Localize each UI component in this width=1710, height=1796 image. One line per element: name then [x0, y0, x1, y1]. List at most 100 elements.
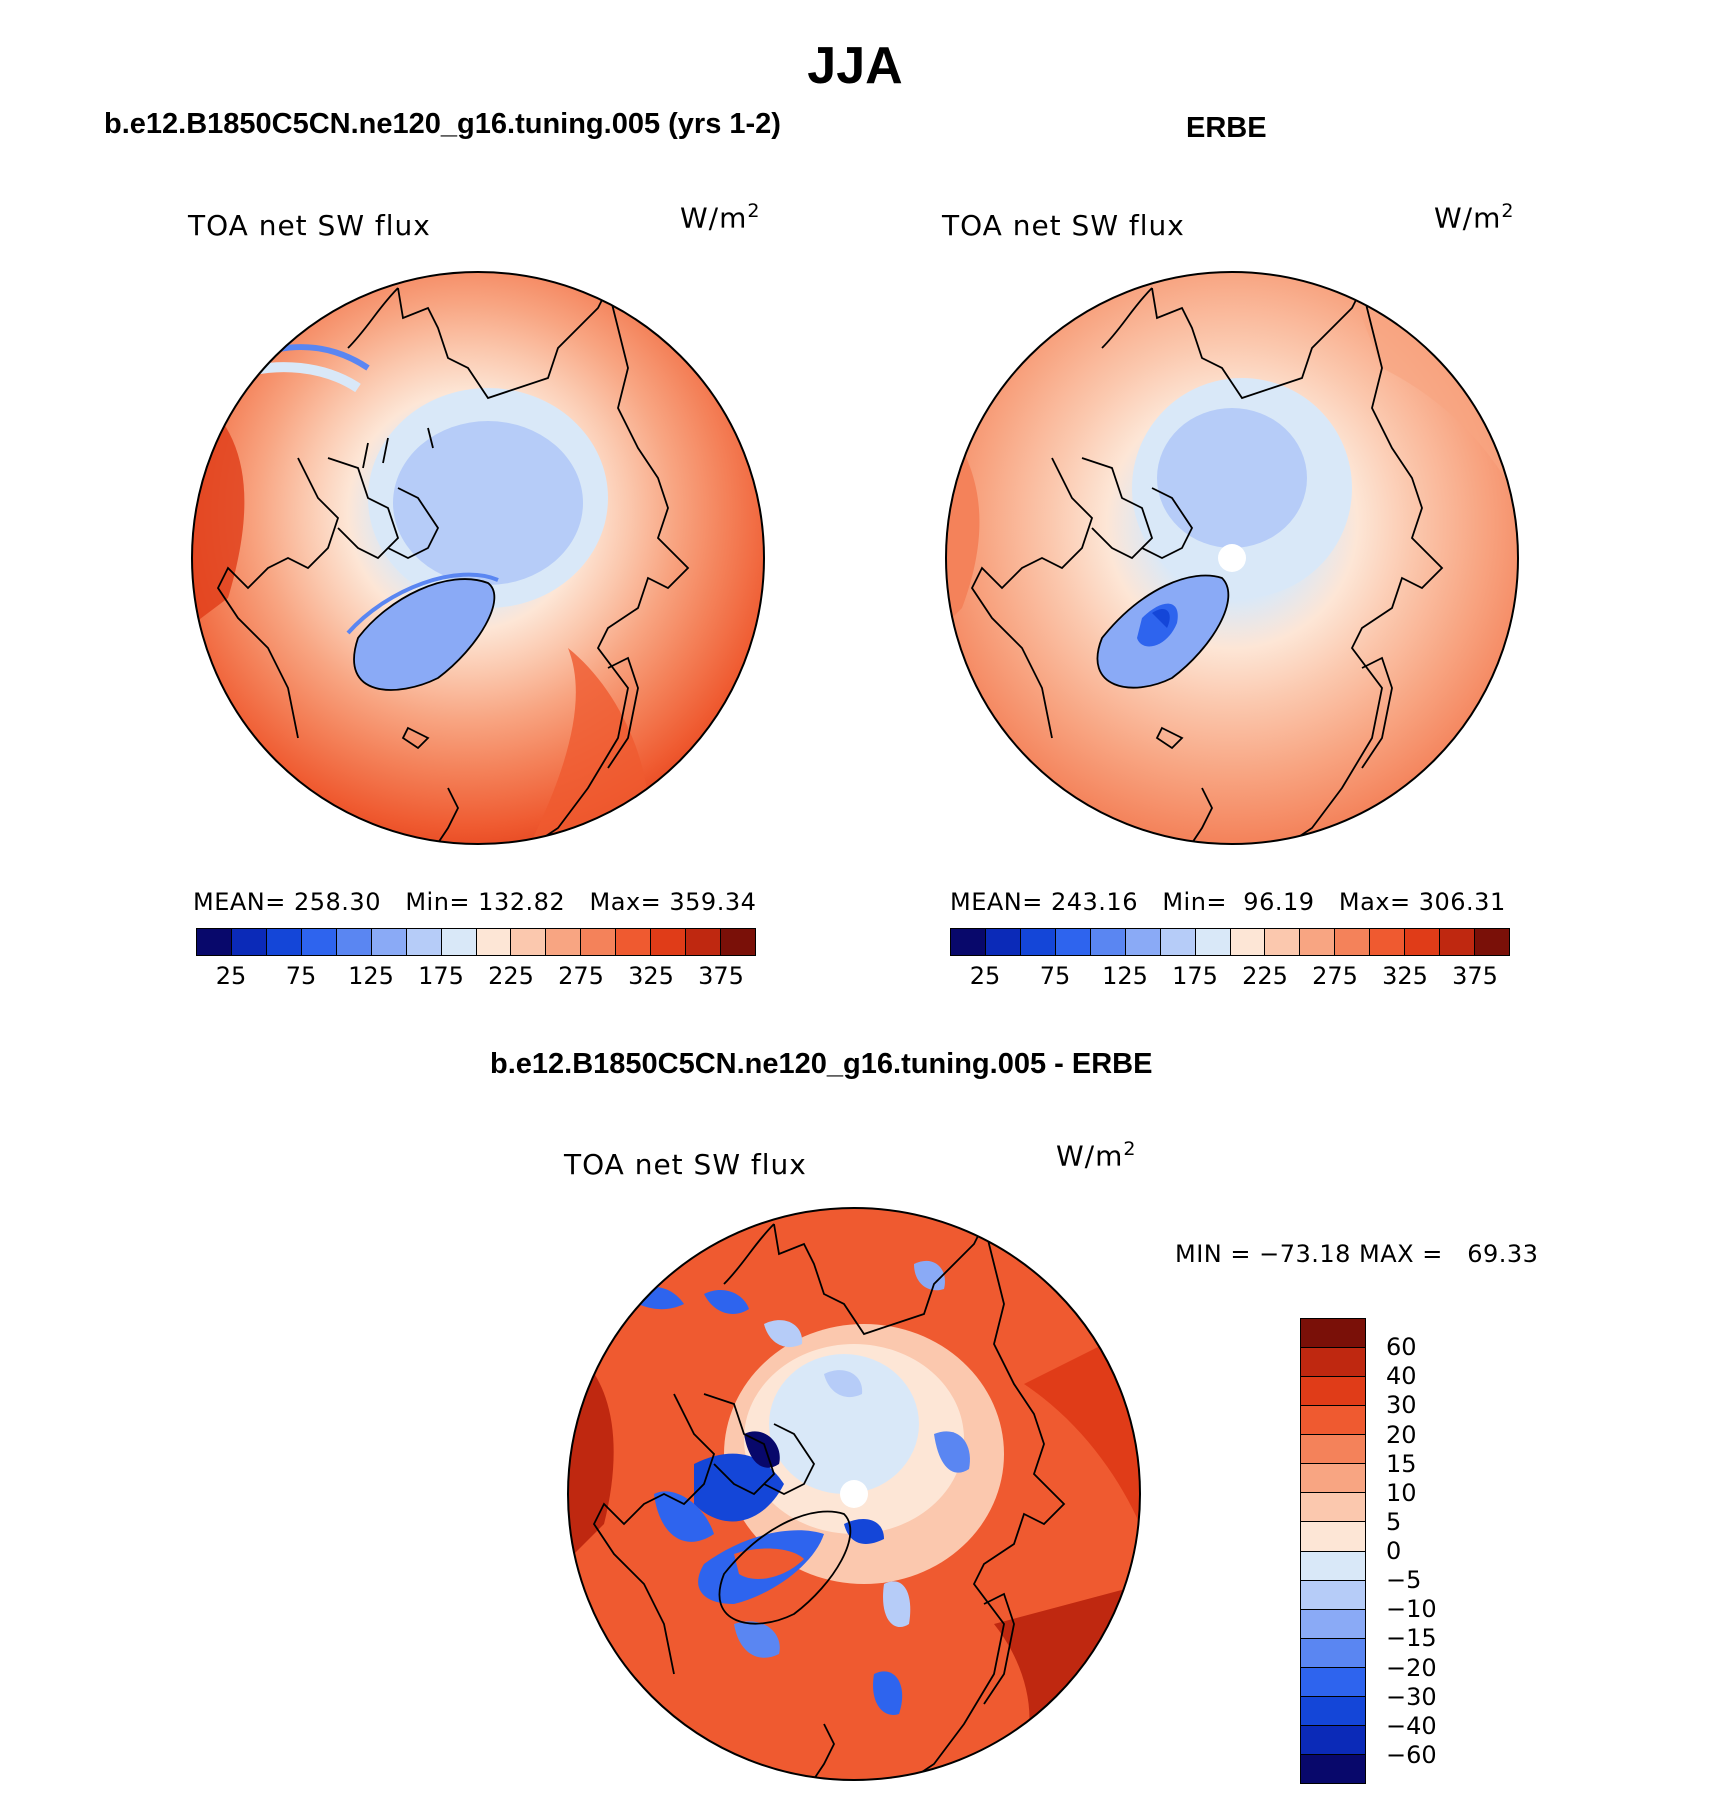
diff-units-label: W/m2	[1056, 1138, 1137, 1173]
diff-colorbar-tick-label: 0	[1386, 1537, 1402, 1565]
diff-colorbar-swatch-9	[1301, 1580, 1365, 1610]
obs-colorbar-swatch-4	[1090, 929, 1126, 955]
diff-colorbar-swatch-11	[1301, 1638, 1365, 1668]
diff-colorbar-tick-label: −60	[1386, 1740, 1437, 1769]
model-colorbar-swatch-5	[371, 929, 407, 955]
model-colorbar-tick-label: 325	[628, 962, 674, 990]
diff-colorbar-swatch-5	[1301, 1464, 1365, 1494]
obs-colorbar-swatch-11	[1335, 929, 1371, 955]
model-colorbar-tick-label: 75	[285, 962, 317, 990]
model-stats: MEAN= 258.30 Min= 132.82 Max= 359.34	[193, 888, 757, 916]
model-colorbar-swatch-7	[441, 929, 477, 955]
diff-colorbar-tick-label: 40	[1386, 1362, 1417, 1391]
diff-variable-label: TOA net SW flux	[564, 1148, 807, 1181]
diff-colorbar-swatch-0	[1301, 1319, 1365, 1349]
diff-colorbar-tick-label: −40	[1386, 1711, 1437, 1740]
obs-units-label: W/m2	[1434, 200, 1515, 235]
obs-variable-label: TOA net SW flux	[942, 209, 1185, 242]
diff-colorbar-swatch-12	[1301, 1667, 1365, 1697]
model-colorbar-swatch-4	[336, 929, 372, 955]
obs-colorbar-swatch-2	[1020, 929, 1056, 955]
model-colorbar-swatch-12	[616, 929, 652, 955]
obs-colorbar-swatch-5	[1125, 929, 1161, 955]
model-colorbar-swatch-11	[581, 929, 617, 955]
model-colorbar-swatch-6	[406, 929, 442, 955]
diff-colorbar-tick-label: 20	[1386, 1420, 1417, 1449]
obs-colorbar-swatch-13	[1405, 929, 1441, 955]
model-colorbar-swatch-14	[686, 929, 722, 955]
diff-colorbar-swatch-7	[1301, 1522, 1365, 1552]
diff-colorbar-tick-label: 10	[1386, 1478, 1417, 1507]
obs-stats: MEAN= 243.16 Min= 96.19 Max= 306.31	[950, 888, 1506, 916]
obs-colorbar-tick-label: 25	[969, 962, 1001, 990]
diff-colorbar-tick-label: −10	[1386, 1595, 1437, 1624]
model-polar-map	[191, 271, 765, 845]
diff-colorbar-swatch-8	[1301, 1551, 1365, 1581]
model-colorbar-tick-label: 225	[488, 962, 534, 990]
model-colorbar-swatch-3	[301, 929, 337, 955]
obs-colorbar-swatch-6	[1160, 929, 1196, 955]
diff-colorbar-swatch-13	[1301, 1696, 1365, 1726]
diff-colorbar-tick-label: 5	[1386, 1507, 1402, 1536]
obs-colorbar-tick-label: 225	[1242, 962, 1288, 990]
obs-colorbar-swatch-7	[1195, 929, 1231, 955]
model-colorbar-swatches	[196, 928, 756, 956]
diff-polar-map	[567, 1207, 1141, 1781]
obs-colorbar-swatch-3	[1055, 929, 1091, 955]
model-variable-label: TOA net SW flux	[188, 209, 431, 242]
diff-colorbar-swatch-2	[1301, 1377, 1365, 1407]
model-colorbar: 25 75 125 175 225 275 325 375	[196, 928, 756, 992]
diff-colorbar-tick-label: −20	[1386, 1653, 1437, 1682]
model-colorbar-swatch-13	[651, 929, 687, 955]
obs-colorbar-swatch-9	[1265, 929, 1301, 955]
diff-colorbar-swatches	[1300, 1318, 1366, 1784]
model-colorbar-tick-label: 275	[558, 962, 604, 990]
obs-colorbar: 25 75 125 175 225 275 325 375	[950, 928, 1510, 992]
diff-colorbar-tick-label: 30	[1386, 1391, 1417, 1420]
obs-polar-map	[945, 271, 1519, 845]
obs-colorbar-ticks: 25 75 125 175 225 275 325 375	[950, 956, 1510, 992]
diff-colorbar-swatch-6	[1301, 1493, 1365, 1523]
diff-colorbar-tick-label: 15	[1386, 1449, 1417, 1478]
diff-colorbar-swatch-14	[1301, 1725, 1365, 1755]
diff-stats: MIN = −73.18 MAX = 69.33	[1175, 1240, 1539, 1268]
figure-title: JJA	[807, 37, 903, 95]
diff-case-title: b.e12.B1850C5CN.ne120_g16.tuning.005 - E…	[490, 1048, 1153, 1080]
diff-colorbar-swatch-10	[1301, 1609, 1365, 1639]
obs-colorbar-swatch-12	[1370, 929, 1406, 955]
diff-colorbar: 60 40 30 20 15 10 5 0 −5 −10 −15 −20 −30 −40 −60	[1300, 1318, 1437, 1784]
model-colorbar-swatch-15	[721, 929, 755, 955]
model-colorbar-swatch-8	[476, 929, 512, 955]
obs-colorbar-tick-label: 75	[1039, 962, 1071, 990]
obs-colorbar-tick-label: 125	[1102, 962, 1148, 990]
model-colorbar-swatch-10	[546, 929, 582, 955]
model-colorbar-tick-label: 175	[418, 962, 464, 990]
obs-colorbar-swatch-1	[985, 929, 1021, 955]
diff-colorbar-swatch-1	[1301, 1348, 1365, 1378]
model-case-title: b.e12.B1850C5CN.ne120_g16.tuning.005 (yr…	[104, 108, 781, 140]
model-colorbar-swatch-0	[197, 929, 232, 955]
model-colorbar-tick-label: 125	[348, 962, 394, 990]
diff-colorbar-tick-label: −5	[1386, 1566, 1422, 1595]
obs-colorbar-tick-label: 275	[1312, 962, 1358, 990]
obs-colorbar-tick-label: 175	[1172, 962, 1218, 990]
diff-colorbar-tick-label: 60	[1386, 1333, 1417, 1362]
model-colorbar-tick-label: 375	[698, 962, 744, 990]
diff-colorbar-tick-label: −15	[1386, 1624, 1437, 1653]
model-colorbar-swatch-2	[266, 929, 302, 955]
diff-colorbar-swatch-3	[1301, 1406, 1365, 1436]
model-colorbar-swatch-9	[511, 929, 547, 955]
obs-colorbar-swatch-0	[951, 929, 986, 955]
model-colorbar-ticks: 25 75 125 175 225 275 325 375	[196, 956, 756, 992]
obs-colorbar-swatch-15	[1475, 929, 1509, 955]
obs-colorbar-swatches	[950, 928, 1510, 956]
diff-colorbar-swatch-15	[1301, 1754, 1365, 1783]
obs-colorbar-swatch-10	[1300, 929, 1336, 955]
obs-colorbar-swatch-14	[1440, 929, 1476, 955]
model-colorbar-tick-label: 25	[215, 962, 247, 990]
obs-colorbar-tick-label: 325	[1382, 962, 1428, 990]
diff-colorbar-swatch-4	[1301, 1435, 1365, 1465]
obs-case-title: ERBE	[1186, 112, 1267, 144]
obs-colorbar-swatch-8	[1230, 929, 1266, 955]
diff-colorbar-tick-label: −30	[1386, 1682, 1437, 1711]
